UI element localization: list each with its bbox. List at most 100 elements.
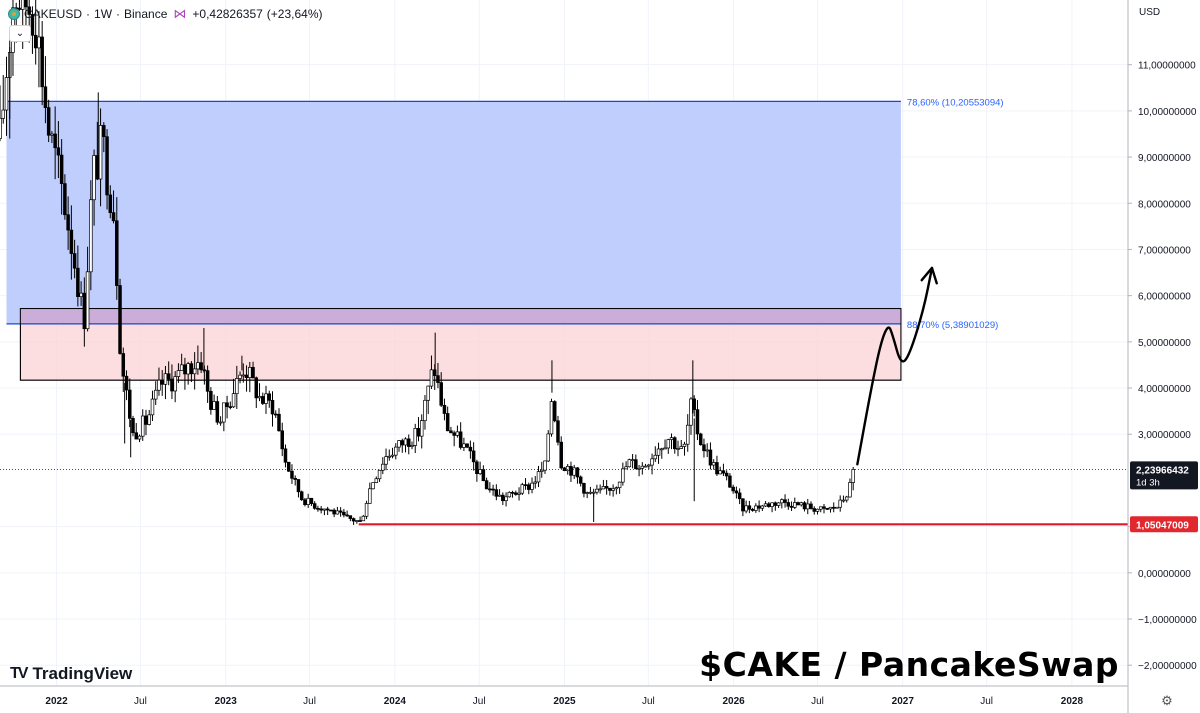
candle	[458, 422, 463, 450]
candle-body	[556, 420, 560, 443]
candle-body	[650, 458, 654, 466]
candle-body	[540, 469, 544, 472]
candle-body	[153, 389, 158, 400]
time-tick-label: 2024	[384, 696, 407, 707]
candle	[33, 0, 38, 65]
candle	[702, 438, 706, 458]
candle	[410, 441, 414, 450]
candle	[50, 131, 54, 144]
candle	[345, 510, 349, 517]
candle	[767, 501, 771, 508]
candle-body	[348, 515, 353, 519]
price-tick-label: 3,00000000	[1138, 430, 1191, 441]
candle-body	[209, 390, 213, 410]
candle	[569, 461, 573, 483]
candle-body	[449, 430, 453, 434]
exchange-label: Binance	[124, 7, 168, 21]
tradingview-logo[interactable]: TV TradingView	[10, 664, 132, 684]
candle-body	[705, 449, 709, 452]
candle-body	[527, 484, 531, 490]
candle	[423, 395, 427, 430]
candle-body	[72, 253, 77, 269]
symbol-name[interactable]: CAKEUSD	[24, 7, 83, 21]
candle	[575, 467, 580, 484]
projection-arrowhead	[920, 266, 938, 285]
candle-body	[442, 404, 447, 414]
candle-body	[410, 445, 414, 447]
candle-body	[695, 409, 700, 435]
candle-body	[760, 505, 765, 509]
candle-body	[309, 497, 314, 504]
candle	[332, 508, 336, 518]
candle	[144, 409, 148, 436]
candle-body	[429, 369, 434, 387]
candle	[514, 490, 518, 496]
candle-body	[244, 374, 249, 378]
candle	[316, 505, 320, 512]
candle	[140, 409, 145, 441]
candle-body	[137, 435, 142, 440]
candle-body	[170, 378, 174, 392]
symbol-header[interactable]: CAKEUSD · 1W · Binance ⋈ +0,42826357 (+23…	[8, 5, 323, 23]
candle-body	[825, 508, 829, 510]
time-tick-label: Jul	[303, 696, 316, 707]
candle	[650, 453, 654, 475]
candle	[329, 509, 333, 512]
candle-body	[471, 450, 476, 463]
candle-body	[270, 399, 275, 415]
candle-body	[102, 125, 106, 138]
candle-body	[647, 464, 651, 467]
candle-body	[312, 503, 317, 509]
candle	[419, 414, 424, 449]
candle-body	[108, 194, 113, 213]
fib-level-label: 88,70% (5,38901029)	[907, 320, 998, 331]
candle	[79, 281, 83, 306]
candle-body	[793, 502, 797, 508]
candle-body	[780, 499, 784, 504]
candle	[825, 507, 829, 511]
candle-body	[465, 443, 469, 448]
candle	[695, 400, 700, 441]
candle-body	[27, 6, 31, 15]
candle	[218, 416, 223, 426]
collapse-legend-button[interactable]: ⌄	[9, 25, 31, 42]
candle-body	[105, 136, 109, 196]
candle-body	[76, 267, 80, 297]
candle	[770, 502, 774, 513]
candle	[400, 438, 405, 453]
candle-body	[280, 430, 284, 450]
candle	[549, 398, 554, 437]
candle-body	[322, 508, 327, 511]
candle	[429, 355, 434, 390]
candle	[348, 515, 353, 522]
candle	[773, 501, 778, 511]
separator: ·	[116, 7, 121, 21]
candle-body	[666, 439, 671, 449]
candle	[325, 506, 330, 516]
candle-body	[484, 480, 489, 490]
candle	[527, 482, 531, 495]
candle-body	[290, 470, 294, 479]
candle-body	[20, 0, 25, 10]
candle-body	[358, 520, 362, 522]
candle	[624, 461, 628, 470]
candle	[776, 502, 781, 508]
candle	[799, 501, 804, 507]
candle-body	[578, 476, 583, 484]
candle	[374, 476, 379, 484]
candle	[708, 442, 713, 470]
candle-body	[43, 86, 48, 108]
candle-body	[277, 413, 281, 432]
currency-label[interactable]: USD	[1139, 7, 1161, 18]
bow-tie-icon[interactable]: ⋈	[173, 6, 187, 21]
time-tick-label: Jul	[642, 696, 655, 707]
time-tick-label: Jul	[134, 696, 147, 707]
candle-body	[462, 443, 466, 448]
candle	[228, 401, 233, 410]
gear-icon[interactable]: ⚙	[1161, 693, 1173, 708]
candle	[40, 20, 44, 106]
candle-body	[196, 362, 200, 370]
interval-label[interactable]: 1W	[94, 7, 113, 21]
price-tick-label: 4,00000000	[1138, 384, 1191, 395]
